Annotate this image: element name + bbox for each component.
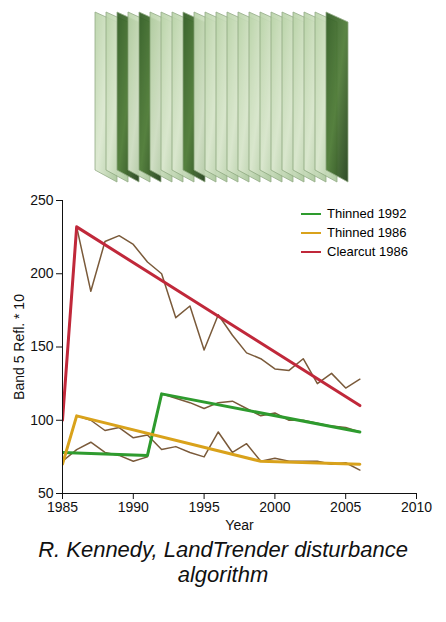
svg-text:Band 5 Refl. * 10: Band 5 Refl. * 10 [11,294,27,400]
html-text:Thinned 1992: Thinned 1992 [327,206,407,221]
svg-text:2000: 2000 [259,499,290,515]
svg-text:1995: 1995 [189,499,220,515]
svg-text:Year: Year [225,517,254,533]
svg-text:250: 250 [30,192,54,208]
html-text:Thinned 1986: Thinned 1986 [327,225,407,240]
svg-text:150: 150 [30,338,54,354]
svg-text:1985: 1985 [47,499,78,515]
svg-text:2010: 2010 [401,499,432,515]
html-text:R. Kennedy, LandTrender distur: R. Kennedy, LandTrender disturbance algo… [38,537,408,587]
svg-text:1990: 1990 [118,499,149,515]
html-text:Clearcut 1986: Clearcut 1986 [327,244,408,259]
svg-text:200: 200 [30,265,54,281]
svg-text:50: 50 [37,485,54,501]
svg-text:100: 100 [30,412,54,428]
svg-text:2005: 2005 [330,499,361,515]
